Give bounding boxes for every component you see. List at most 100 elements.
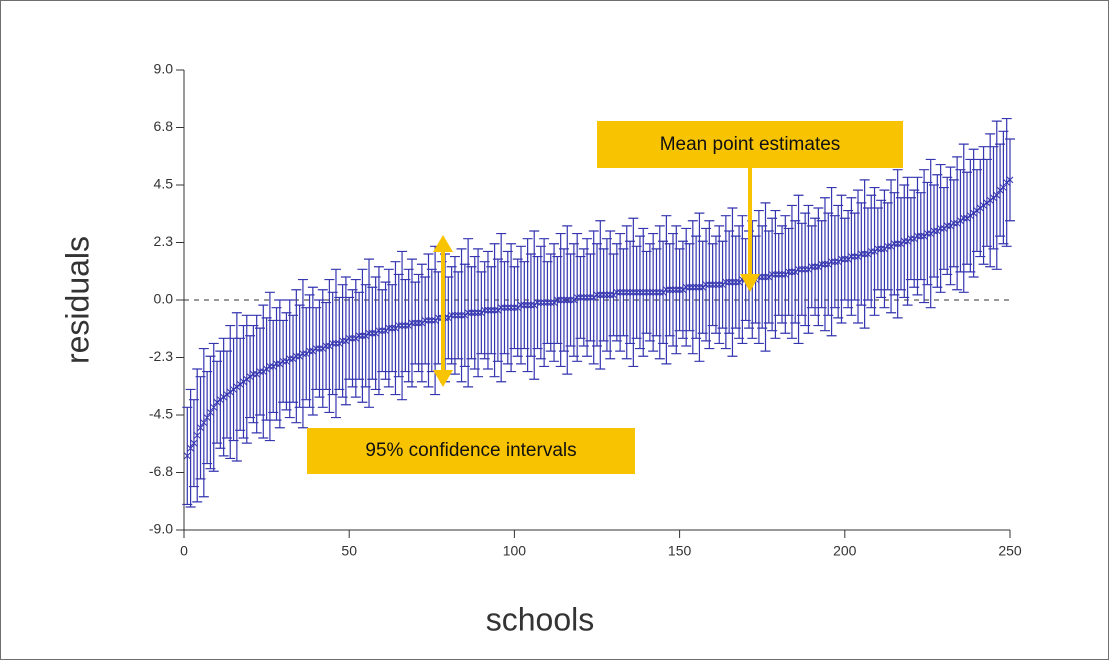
point bbox=[203, 414, 211, 421]
point bbox=[824, 260, 832, 268]
point bbox=[319, 345, 327, 352]
point bbox=[940, 225, 948, 232]
point bbox=[216, 396, 224, 404]
annotation: Mean point estimates bbox=[660, 134, 841, 155]
point bbox=[226, 388, 234, 396]
point bbox=[927, 230, 935, 237]
point bbox=[302, 350, 310, 358]
point bbox=[970, 209, 978, 217]
point bbox=[210, 403, 218, 411]
point bbox=[791, 268, 799, 276]
x-tick-label: 50 bbox=[341, 543, 357, 559]
x-tick-label: 100 bbox=[503, 543, 527, 559]
point bbox=[289, 355, 297, 363]
point bbox=[269, 363, 277, 370]
point bbox=[910, 235, 918, 243]
point bbox=[834, 258, 842, 266]
point bbox=[947, 222, 954, 230]
point bbox=[240, 378, 247, 386]
point bbox=[444, 314, 452, 322]
point bbox=[197, 424, 204, 432]
point bbox=[920, 232, 928, 240]
annotation-box bbox=[597, 121, 903, 168]
point bbox=[933, 227, 941, 235]
point bbox=[887, 242, 895, 250]
point bbox=[986, 196, 994, 204]
point bbox=[246, 373, 254, 381]
point bbox=[187, 444, 194, 452]
point bbox=[963, 214, 971, 222]
point bbox=[966, 212, 974, 220]
point bbox=[243, 375, 251, 383]
point bbox=[659, 288, 667, 296]
point bbox=[973, 207, 981, 214]
point bbox=[957, 217, 964, 225]
point bbox=[392, 324, 399, 332]
y-tick-label: 9.0 bbox=[154, 61, 174, 77]
point bbox=[200, 419, 208, 427]
point bbox=[993, 191, 1001, 199]
point bbox=[844, 255, 852, 263]
point bbox=[983, 199, 991, 207]
point bbox=[976, 204, 984, 212]
point bbox=[233, 383, 241, 391]
point bbox=[362, 332, 370, 340]
x-tick-label: 250 bbox=[998, 543, 1022, 559]
annotation-box bbox=[307, 428, 635, 474]
point bbox=[550, 299, 558, 306]
point bbox=[190, 439, 198, 447]
point bbox=[1006, 176, 1014, 184]
point bbox=[352, 334, 360, 342]
point bbox=[590, 294, 598, 301]
annotations: Mean point estimates 95% confidence inte… bbox=[307, 121, 903, 474]
y-tick-label: -6.8 bbox=[149, 463, 173, 479]
y-tick-label: -9.0 bbox=[149, 521, 173, 537]
point bbox=[405, 322, 413, 329]
point bbox=[259, 368, 267, 375]
point bbox=[735, 278, 743, 286]
point bbox=[431, 317, 439, 324]
point bbox=[276, 360, 284, 368]
point bbox=[494, 306, 502, 314]
point bbox=[478, 309, 485, 317]
arrow-head bbox=[433, 370, 453, 387]
y-tick-label: 6.8 bbox=[154, 118, 174, 134]
point bbox=[326, 342, 333, 350]
point bbox=[719, 281, 726, 289]
y-tick-label: 2.3 bbox=[154, 233, 174, 249]
plot-area: -9.0 -6.8 -4.5 -2.3 0.0 2.3 4.5 6.8 9.0 0 50 100 150… bbox=[149, 61, 1022, 559]
point bbox=[342, 337, 350, 345]
y-tick-label: 0.0 bbox=[154, 291, 174, 307]
point bbox=[530, 301, 538, 309]
point bbox=[699, 283, 707, 291]
point bbox=[223, 391, 231, 398]
point bbox=[805, 265, 812, 273]
point bbox=[897, 240, 905, 248]
point bbox=[1003, 179, 1011, 186]
y-axis-title: residuals bbox=[59, 236, 95, 364]
point bbox=[193, 432, 201, 439]
point bbox=[881, 245, 888, 253]
point bbox=[207, 409, 214, 416]
arrow-head bbox=[740, 274, 760, 292]
point bbox=[990, 194, 997, 202]
annotation: 95% confidence intervals bbox=[365, 440, 576, 461]
y-tick-label: 4.5 bbox=[154, 176, 174, 192]
point bbox=[296, 352, 303, 360]
point bbox=[220, 393, 228, 401]
point bbox=[1000, 184, 1007, 191]
point bbox=[230, 386, 237, 393]
point bbox=[263, 365, 270, 373]
point bbox=[765, 273, 773, 281]
x-tick-label: 200 bbox=[833, 543, 857, 559]
arrow-head bbox=[433, 235, 453, 252]
point bbox=[610, 291, 617, 299]
y-tick-label: -4.5 bbox=[149, 406, 173, 422]
point bbox=[514, 304, 522, 312]
point bbox=[236, 380, 244, 388]
point bbox=[679, 286, 687, 294]
x-tick-label: 150 bbox=[668, 543, 692, 559]
point bbox=[781, 271, 789, 278]
x-tick-label: 0 bbox=[180, 543, 188, 559]
